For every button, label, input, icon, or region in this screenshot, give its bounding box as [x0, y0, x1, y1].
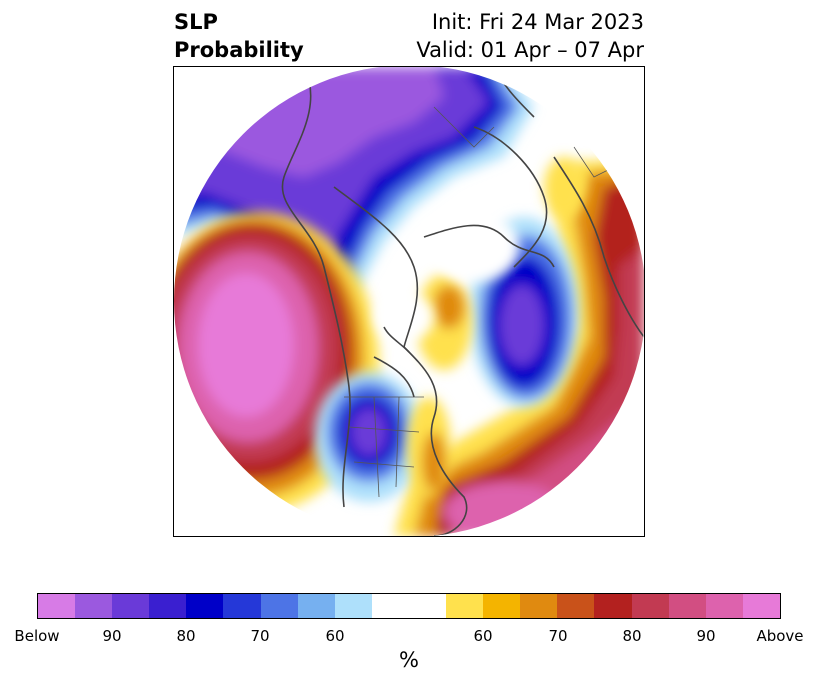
above-normal-region-central	[407, 157, 584, 497]
colorbar-unit-label: %	[399, 648, 419, 672]
colorbar-segment	[742, 594, 780, 618]
valid-date-range: Valid: 01 Apr – 07 Apr	[416, 38, 644, 62]
colorbar-segment	[631, 594, 669, 618]
colorbar-tick-label: 90	[696, 627, 716, 645]
colorbar-segment	[297, 594, 335, 618]
colorbar-segment	[334, 594, 372, 618]
colorbar-tick-label: 90	[102, 627, 122, 645]
colorbar-segment	[223, 594, 261, 618]
colorbar-tick-label: Below	[14, 627, 60, 645]
colorbar-tick-label: 80	[176, 627, 196, 645]
colorbar-segment	[149, 594, 187, 618]
colorbar-segment	[594, 594, 632, 618]
colorbar-tick-label: Above	[756, 627, 804, 645]
title-line-1: SLP	[174, 10, 218, 34]
probability-field	[174, 67, 644, 536]
colorbar-segment	[75, 594, 113, 618]
colorbar-segment	[446, 594, 484, 618]
coastlines	[281, 67, 644, 536]
colorbar-segment	[557, 594, 595, 618]
colorbar-tick-label: 60	[325, 627, 345, 645]
colorbar-segment	[38, 594, 76, 618]
colorbar-segment	[705, 594, 743, 618]
colorbar-tick-label: 70	[548, 627, 568, 645]
polar-map	[173, 66, 645, 537]
init-date: Init: Fri 24 Mar 2023	[431, 10, 644, 34]
colorbar	[37, 593, 781, 619]
colorbar-segment	[371, 594, 447, 618]
title-line-2: Probability	[174, 38, 304, 62]
colorbar-segment	[186, 594, 224, 618]
date-info: Init: Fri 24 Mar 2023 Valid: 01 Apr – 07…	[416, 8, 644, 64]
colorbar-segment	[112, 594, 150, 618]
colorbar-segment	[520, 594, 558, 618]
chart-title: SLP Probability	[174, 8, 304, 64]
colorbar-tick-label: 80	[622, 627, 642, 645]
colorbar-segment	[260, 594, 298, 618]
colorbar-segment	[668, 594, 706, 618]
colorbar-segment	[483, 594, 521, 618]
colorbar-tick-label: 70	[250, 627, 270, 645]
colorbar-tick-label: 60	[473, 627, 493, 645]
